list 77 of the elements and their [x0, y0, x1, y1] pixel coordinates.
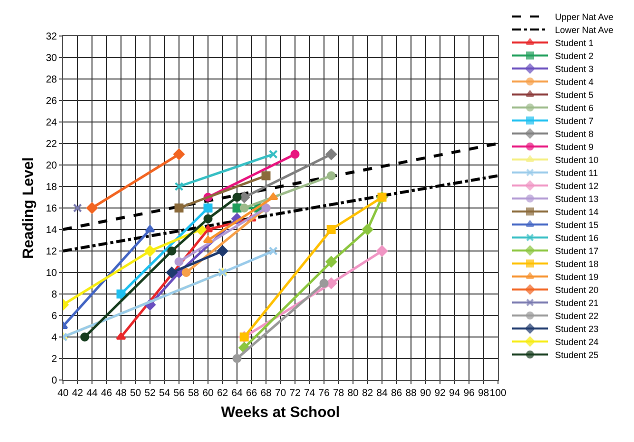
y-tick-label: 0: [51, 376, 58, 386]
legend-label: Student 18: [555, 259, 599, 269]
y-tick-label: 8: [51, 290, 58, 300]
legend-label: Student 8: [555, 129, 594, 139]
y-tick-label: 24: [46, 118, 58, 128]
legend-label: Student 22: [555, 311, 599, 321]
x-tick-label: 86: [390, 388, 402, 399]
y-tick-label: 10: [46, 268, 58, 279]
legend-label: Student 14: [555, 207, 599, 217]
legend-label: Student 10: [555, 155, 599, 165]
y-tick-label: 22: [46, 139, 58, 150]
legend-label: Student 16: [555, 233, 599, 243]
legend-label: Lower Nat Ave: [555, 25, 614, 35]
legend-label: Student 1: [555, 38, 594, 48]
x-tick-label: 54: [158, 388, 170, 399]
legend-label: Student 17: [555, 246, 599, 256]
y-tick-label: 14: [46, 225, 58, 236]
x-tick-label: 78: [332, 388, 344, 399]
x-tick-label: 48: [115, 388, 127, 399]
x-tick-label: 42: [72, 388, 84, 399]
x-tick-label: 66: [246, 388, 258, 399]
x-tick-label: 84: [376, 388, 388, 399]
legend-label: Student 24: [555, 337, 599, 347]
y-tick-label: 26: [46, 96, 58, 107]
y-tick-label: 32: [46, 32, 58, 42]
legend-label: Student 20: [555, 285, 599, 295]
x-tick-label: 56: [173, 388, 185, 399]
x-tick-label: 76: [318, 388, 330, 399]
x-tick-label: 80: [347, 388, 359, 399]
y-tick-label: 2: [51, 354, 58, 365]
x-tick-label: 62: [216, 388, 228, 399]
legend-label: Student 5: [555, 90, 594, 100]
legend-label: Student 4: [555, 77, 594, 87]
legend-label: Student 3: [555, 64, 594, 74]
legend-label: Student 13: [555, 194, 599, 204]
legend-label: Student 11: [555, 168, 598, 178]
y-tick-label: 12: [46, 246, 58, 258]
x-tick-label: 68: [260, 388, 272, 399]
x-tick-label: 44: [86, 388, 98, 399]
x-tick-label: 70: [274, 388, 286, 399]
y-tick-label: 20: [46, 160, 58, 172]
legend-label: Student 15: [555, 220, 599, 230]
y-tick-label: 4: [51, 332, 58, 344]
legend-label: Student 23: [555, 324, 599, 334]
x-tick-label: 96: [463, 388, 475, 399]
y-tick-label: 18: [46, 182, 58, 193]
x-tick-label: 92: [434, 388, 446, 399]
x-tick-label: 74: [304, 388, 316, 399]
y-tick-label: 30: [46, 53, 58, 64]
x-tick-label: 50: [130, 388, 142, 399]
y-tick-label: 6: [51, 311, 58, 322]
x-tick-label: 52: [144, 388, 156, 399]
legend-label: Student 2: [555, 51, 594, 61]
x-tick-label: 64: [231, 388, 243, 399]
x-tick-label: 40: [57, 388, 69, 399]
legend-label: Student 9: [555, 142, 594, 152]
legend-label: Student 19: [555, 272, 599, 282]
legend-label: Student 25: [555, 350, 599, 360]
y-axis-title: Reading Level: [20, 157, 38, 259]
x-tick-label: 60: [202, 388, 214, 399]
x-tick-label: 46: [100, 388, 112, 399]
legend-label: Student 21: [555, 298, 599, 308]
x-tick-label: 100: [490, 388, 507, 399]
legend-label: Upper Nat Ave: [555, 12, 614, 22]
x-tick-label: 58: [188, 388, 200, 399]
x-tick-label: 82: [362, 388, 374, 399]
y-tick-label: 28: [46, 74, 58, 86]
x-tick-label: 94: [448, 388, 460, 399]
x-tick-label: 72: [289, 388, 301, 399]
legend-label: Student 6: [555, 103, 594, 113]
x-tick-label: 88: [405, 388, 417, 399]
y-tick-label: 16: [46, 204, 58, 214]
legend-label: Student 7: [555, 116, 594, 126]
x-axis-title: Weeks at School: [221, 404, 340, 421]
legend-label: Student 12: [555, 181, 599, 191]
x-tick-label: 90: [420, 388, 432, 399]
x-tick-label: 98: [478, 388, 490, 399]
